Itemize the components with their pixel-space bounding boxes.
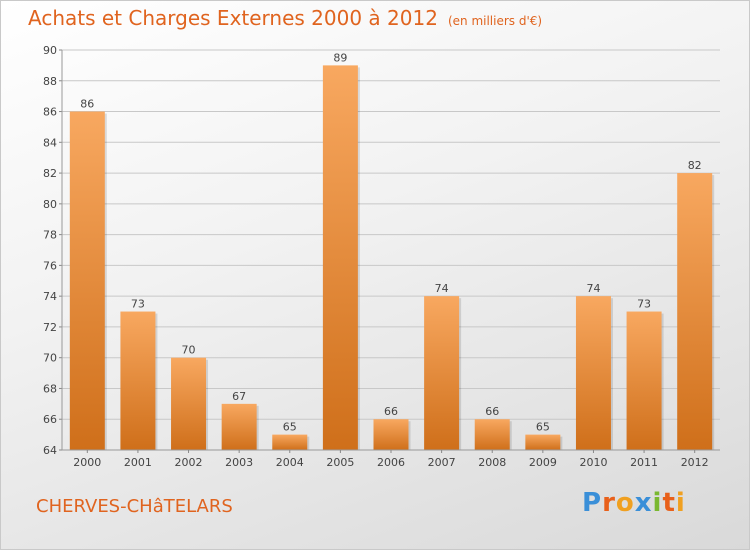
bar-value-label: 65 xyxy=(536,421,550,434)
x-tick-label: 2004 xyxy=(276,456,304,469)
y-tick-label: 88 xyxy=(43,75,57,88)
y-tick-label: 82 xyxy=(43,167,57,180)
x-tick-label: 2010 xyxy=(579,456,607,469)
bar-value-label: 66 xyxy=(485,405,499,418)
logo-letter: o xyxy=(615,488,635,518)
y-tick-label: 70 xyxy=(43,352,57,365)
x-tick-label: 2000 xyxy=(73,456,101,469)
bar-value-label: 74 xyxy=(435,282,449,295)
logo-letter: i xyxy=(675,488,686,518)
y-tick-label: 74 xyxy=(43,290,57,303)
y-tick-label: 78 xyxy=(43,229,57,242)
y-tick-label: 76 xyxy=(43,259,57,272)
bar-value-label: 66 xyxy=(384,405,398,418)
bar xyxy=(69,111,105,451)
logo-letter: x xyxy=(634,488,653,518)
bar-value-label: 65 xyxy=(283,421,297,434)
x-tick-label: 2006 xyxy=(377,456,405,469)
bar xyxy=(120,311,156,450)
bar xyxy=(474,419,510,450)
bar-value-label: 89 xyxy=(333,51,347,64)
bar xyxy=(525,434,561,450)
chart-title: Achats et Charges Externes 2000 à 2012 (e… xyxy=(28,6,542,30)
bar-value-label: 82 xyxy=(688,159,702,172)
x-tick-label: 2007 xyxy=(428,456,456,469)
bar-value-label: 67 xyxy=(232,390,246,403)
y-tick-label: 68 xyxy=(43,382,57,395)
bar-value-label: 86 xyxy=(80,98,94,111)
bar-value-label: 73 xyxy=(637,298,651,311)
bar xyxy=(272,434,308,450)
proxiti-logo: Proxiti xyxy=(582,488,686,518)
x-tick-label: 2008 xyxy=(478,456,506,469)
y-tick-label: 90 xyxy=(43,44,57,57)
x-tick-label: 2005 xyxy=(326,456,354,469)
y-tick-label: 80 xyxy=(43,198,57,211)
bar-value-label: 73 xyxy=(131,298,145,311)
logo-letter: t xyxy=(662,488,676,518)
bar xyxy=(171,357,207,450)
x-tick-label: 2012 xyxy=(681,456,709,469)
logo-letter: P xyxy=(582,488,603,518)
bar-value-label: 70 xyxy=(182,344,196,357)
bar xyxy=(221,403,257,450)
x-tick-label: 2011 xyxy=(630,456,658,469)
commune-name: CHERVES-CHâTELARS xyxy=(36,496,233,517)
bar xyxy=(575,296,611,450)
y-tick-label: 66 xyxy=(43,413,57,426)
x-tick-label: 2002 xyxy=(175,456,203,469)
chart-unit: (en milliers d'€) xyxy=(447,14,543,28)
x-tick-label: 2001 xyxy=(124,456,152,469)
y-tick-label: 84 xyxy=(43,136,57,149)
y-tick-label: 64 xyxy=(43,444,57,457)
bar xyxy=(322,65,358,450)
bar-value-label: 74 xyxy=(586,282,600,295)
y-tick-label: 72 xyxy=(43,321,57,334)
bar xyxy=(424,296,460,450)
logo-letter: i xyxy=(652,488,663,518)
chart-title-text: Achats et Charges Externes 2000 à 2012 xyxy=(28,6,438,30)
logo-letter: r xyxy=(602,488,616,518)
bar xyxy=(373,419,409,450)
bar xyxy=(677,173,713,451)
bar xyxy=(626,311,662,450)
x-tick-label: 2003 xyxy=(225,456,253,469)
x-tick-label: 2009 xyxy=(529,456,557,469)
y-tick-label: 86 xyxy=(43,106,57,119)
